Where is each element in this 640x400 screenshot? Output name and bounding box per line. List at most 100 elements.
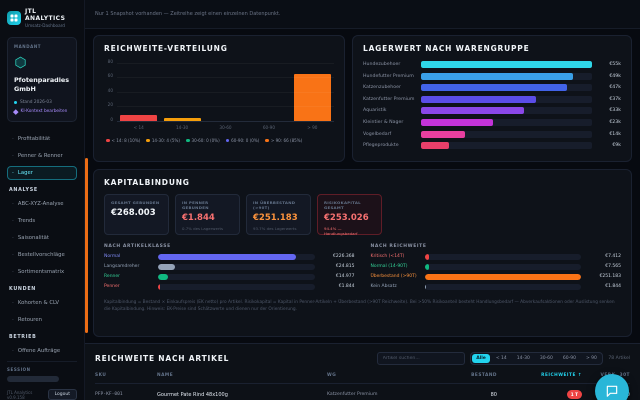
legend-dot-icon xyxy=(186,138,190,143)
breakdown-row: Langsamdreher €24.815 xyxy=(104,264,355,270)
column-header-sku[interactable]: SKU xyxy=(95,373,107,378)
filter-pill-30-60[interactable]: 30-60 xyxy=(535,354,557,363)
hbar-row: Katzenfutter Premium €37k xyxy=(363,95,621,103)
hbar-chart: Hundezubehoer €55k Hundefutter Premium €49… xyxy=(363,61,621,150)
hbar xyxy=(421,130,465,138)
hbar-row: Vogelbedarf €14k xyxy=(363,130,621,138)
sidebar-item-kohorten-clv[interactable]: Kohorten & CLV xyxy=(7,296,77,310)
breakdown-value: €7.412 xyxy=(605,254,621,260)
mandant-card[interactable]: MANDANT Pfotenparadies GmbH Stand 2026-0… xyxy=(7,37,77,123)
breakdown-value: €226.368 xyxy=(333,254,355,260)
breakdown-row: Renner €14.977 xyxy=(104,274,355,280)
stat-label: IN PENNER GEBUNDEN xyxy=(182,200,209,210)
sidebar: JTL ANALYTICS Umsatz-Dashboard MANDANT P… xyxy=(0,0,85,400)
chat-icon xyxy=(606,385,618,397)
sidebar-item-label: Lager xyxy=(17,170,33,177)
hbar-row: Katzenzubehoer €47k xyxy=(363,84,621,92)
sidebar-nav: Profitabilität Penner & Renner Lager ANA… xyxy=(7,132,77,361)
hbar-label: Aquaristik xyxy=(363,108,387,114)
sidebar-item-retouren[interactable]: Retouren xyxy=(7,313,77,327)
filter-pill-14-30[interactable]: 14-30 xyxy=(512,354,534,363)
breakdown-label: Langsamdreher xyxy=(104,264,140,270)
logout-button[interactable]: Logout xyxy=(47,389,77,400)
breakdown-label: Kein Absatz xyxy=(370,284,397,290)
sidebar-item-sortimentsmatrix[interactable]: Sortimentsmatrix xyxy=(7,265,77,279)
column-header-reichweite-sorted[interactable]: REICHWEITE ↑ xyxy=(541,373,582,378)
legend-item: < 14: 8 (10%) xyxy=(106,138,140,143)
hbar-track xyxy=(421,84,592,92)
app-subtitle: Umsatz-Dashboard xyxy=(25,23,65,28)
reichweite-verteilung-card: REICHWEITE-VERTEILUNG 80 60 40 20 0 xyxy=(93,35,345,162)
x-tick: 14-30 xyxy=(176,125,189,130)
legend-label: < 14: 8 (10%) xyxy=(111,138,141,143)
breakdown-bar xyxy=(424,284,426,290)
status-dot-icon xyxy=(14,101,17,105)
hexagon-icon xyxy=(14,54,70,73)
sidebar-item-label: ABC-XYZ-Analyse xyxy=(17,201,64,208)
sidebar-item-penner-renner[interactable]: Penner & Renner xyxy=(7,149,77,163)
breakdown-value: €1.844 xyxy=(605,284,621,290)
x-tick: 60-90 xyxy=(262,125,275,130)
sidebar-item-label: Trends xyxy=(17,218,36,225)
stat-label: GESAMT GEBUNDEN xyxy=(111,200,160,205)
sidebar-item-profitabilitaet[interactable]: Profitabilität xyxy=(7,132,77,146)
x-tick: > 90 xyxy=(307,125,318,130)
stat-risikokapital: RISIKOKAPITAL GESAMT €253.026 94.4% — Ha… xyxy=(317,194,382,236)
stat-subtext: 94.4% — Handlungsbedarf xyxy=(324,226,358,236)
stat-value: €253.026 xyxy=(324,213,369,223)
sidebar-item-abc-xyz-analyse[interactable]: ABC-XYZ-Analyse xyxy=(7,197,77,211)
scroll-indicator[interactable] xyxy=(85,158,88,333)
ki-context-link[interactable]: KI-Kontext bearbeiten xyxy=(13,109,70,114)
filter-pill-60-90[interactable]: 60-90 xyxy=(558,354,580,363)
hbar-track xyxy=(421,107,592,115)
sidebar-item-lager[interactable]: Lager xyxy=(7,166,77,181)
stat-label: IN ÜBERBESTAND (>90T) xyxy=(253,200,296,210)
column-header-name[interactable]: NAME xyxy=(157,373,174,378)
sidebar-item-offene-auftraege[interactable]: Offene Aufträge xyxy=(7,344,77,358)
cell-wg: Katzenfutter Premium xyxy=(327,392,378,397)
table-controls: Alle < 14 14-30 30-60 60-90 > 90 78 Arti… xyxy=(376,352,630,365)
x-tick: 30-60 xyxy=(219,125,232,130)
legend-dot-icon xyxy=(106,138,110,143)
nav-section-betrieb: BETRIEB xyxy=(9,335,37,341)
sidebar-item-trends[interactable]: Trends xyxy=(7,214,77,228)
nav-section-kunden: KUNDEN xyxy=(9,287,37,293)
reichweite-nach-artikel-panel: REICHWEITE NACH ARTIKEL Alle < 14 14-30 … xyxy=(85,343,640,400)
panel-title: REICHWEITE NACH ARTIKEL xyxy=(95,354,230,363)
filter-pill-alle[interactable]: Alle xyxy=(471,354,491,363)
chat-fab-button[interactable] xyxy=(595,374,629,400)
legend-item: 30-60: 0 (0%) xyxy=(186,138,220,143)
y-axis-labels: 80 60 40 20 0 xyxy=(104,59,117,122)
sidebar-item-label: Bestellvorschläge xyxy=(17,252,65,259)
column-header-wg[interactable]: WG xyxy=(327,373,337,378)
stat-subtext: 0.7% des Lagerwerts xyxy=(182,226,223,231)
y-tick: 40 xyxy=(107,87,113,93)
hbar-label: Katzenfutter Premium xyxy=(363,96,415,102)
sidebar-item-label: Saisonalität xyxy=(17,235,49,242)
search-input[interactable] xyxy=(376,352,465,365)
hbar-row: Hundefutter Premium €49k xyxy=(363,72,621,80)
filter-pill-lt14[interactable]: < 14 xyxy=(491,354,511,363)
filter-pill-gt90[interactable]: > 90 xyxy=(581,354,601,363)
legend-item: 14-30: 4 (5%) xyxy=(146,138,180,143)
cell-name: Gourmet Pate Rind 48x100g xyxy=(157,391,228,398)
hbar-track xyxy=(421,118,592,126)
app-logo-row: JTL ANALYTICS Umsatz-Dashboard xyxy=(7,8,77,28)
app-title: JTL ANALYTICS xyxy=(25,8,66,22)
hbar-row: Kleintier & Nager €23k xyxy=(363,118,621,126)
sidebar-item-label: Retouren xyxy=(17,317,42,324)
column-header-bestand[interactable]: BESTAND xyxy=(471,373,497,378)
hbar-value: €55k xyxy=(609,62,621,67)
breakdown-track xyxy=(158,254,315,260)
y-tick: 60 xyxy=(107,73,113,79)
hbar-value: €14k xyxy=(609,131,621,137)
stat-label: RISIKOKAPITAL GESAMT xyxy=(324,200,361,210)
table-row[interactable]: PFP-KF-001 Gourmet Pate Rind 48x100g Kat… xyxy=(95,384,630,400)
sidebar-item-bestellvorschlaege[interactable]: Bestellvorschläge xyxy=(7,248,77,262)
x-tick: < 14 xyxy=(133,125,144,130)
hbar xyxy=(421,118,493,126)
legend-label: 60-90: 0 (0%) xyxy=(231,138,260,143)
sidebar-item-saisonalitaet[interactable]: Saisonalität xyxy=(7,231,77,245)
hbar-value: €49k xyxy=(609,73,621,79)
hbar-label: Pflegeprodukte xyxy=(363,143,399,149)
